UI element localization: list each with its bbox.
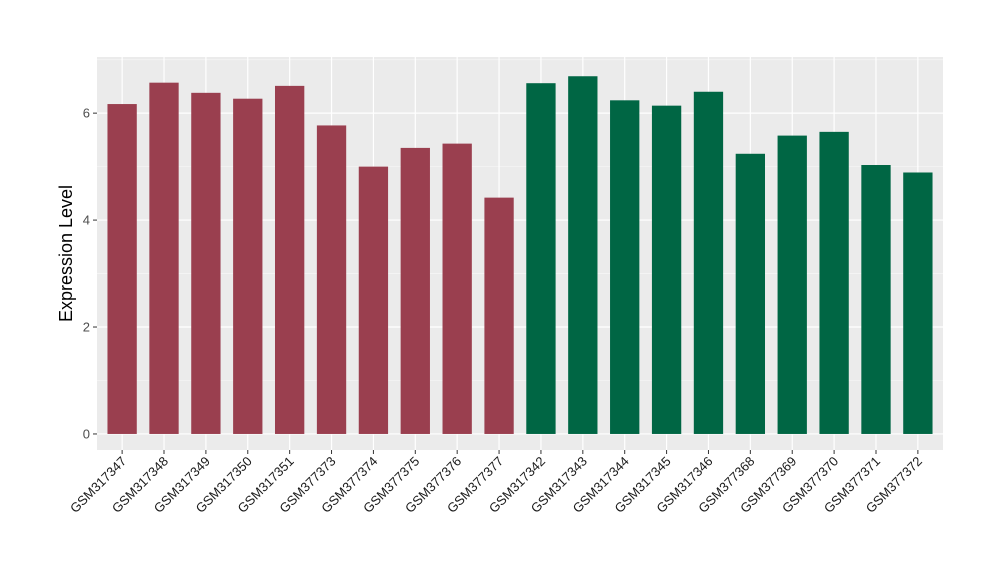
bar — [274, 85, 305, 434]
y-tick-label: 0 — [83, 426, 90, 441]
bar — [819, 131, 849, 434]
bar — [777, 135, 807, 434]
x-axis: GSM317347GSM317348GSM317349GSM317350GSM3… — [67, 450, 925, 516]
plot-panel — [97, 57, 943, 450]
y-tick-label: 6 — [83, 106, 90, 121]
y-axis-title: Expression Level — [56, 185, 76, 322]
bar — [442, 143, 472, 434]
bar — [861, 165, 891, 434]
bar — [191, 92, 221, 434]
y-axis: 0 2 4 6 — [83, 106, 97, 441]
bar — [903, 172, 933, 434]
bar — [316, 125, 347, 434]
bar — [149, 82, 179, 434]
bar — [107, 104, 137, 434]
bar — [358, 166, 389, 434]
bar — [526, 83, 556, 434]
y-tick-label: 2 — [83, 320, 90, 335]
bar — [693, 91, 724, 434]
bar — [610, 100, 640, 434]
bar — [651, 105, 682, 434]
y-tick-label: 4 — [83, 213, 90, 228]
bar — [484, 197, 514, 434]
bar — [400, 147, 430, 434]
bars — [107, 76, 933, 434]
bar — [568, 76, 598, 434]
bar — [735, 153, 766, 434]
bar — [233, 98, 263, 434]
